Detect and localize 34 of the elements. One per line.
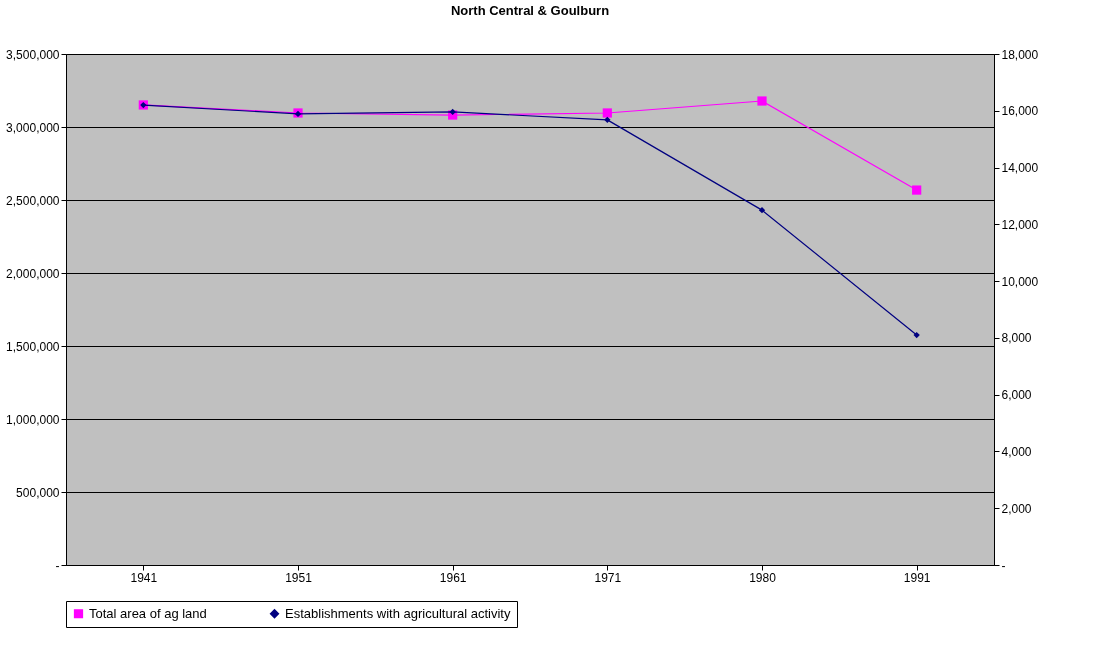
- point: [604, 116, 611, 124]
- point: [758, 206, 766, 214]
- legend-label: Total area of ag land: [89, 605, 207, 621]
- y2-tick-label: -: [1001, 558, 1006, 573]
- y2-tick-label: 12,000: [1001, 217, 1039, 232]
- chart-title: North Central & Goulburn: [450, 3, 610, 18]
- y-tick-label: 1,000,000: [6, 412, 60, 427]
- point: [757, 96, 767, 106]
- y-tick-label: 3,500,000: [6, 47, 60, 62]
- y2-tick-label: 18,000: [1001, 47, 1039, 62]
- point: [602, 108, 612, 118]
- x-tick-label: 1951: [285, 570, 313, 585]
- y2-tick-label: 2,000: [1001, 501, 1032, 516]
- x-tick-label: 1961: [439, 570, 467, 585]
- point: [913, 331, 920, 339]
- y-tick-label: -: [55, 558, 60, 573]
- y-tick-label: 2,000,000: [6, 266, 60, 281]
- x-tick-label: 1941: [130, 570, 158, 585]
- x-tick-label: 1971: [594, 570, 622, 585]
- x-tick-label: 1980: [749, 570, 777, 585]
- y-tick-label: 500,000: [16, 485, 60, 500]
- y-tick-label: 2,500,000: [6, 193, 60, 208]
- x-tick-label: 1991: [903, 570, 931, 585]
- legend-label: Establishments with agricultural activity: [285, 605, 511, 621]
- y2-tick-label: 14,000: [1001, 161, 1039, 176]
- y2-tick-label: 10,000: [1001, 274, 1039, 289]
- y2-tick-label: 8,000: [1001, 331, 1032, 346]
- point: [449, 108, 456, 116]
- y2-tick-label: 16,000: [1001, 104, 1039, 119]
- y-tick-label: 1,500,000: [6, 339, 60, 354]
- y2-tick-label: 6,000: [1001, 388, 1032, 403]
- point: [912, 185, 922, 195]
- y-tick-label: 3,000,000: [6, 120, 60, 135]
- y2-tick-label: 4,000: [1001, 444, 1032, 459]
